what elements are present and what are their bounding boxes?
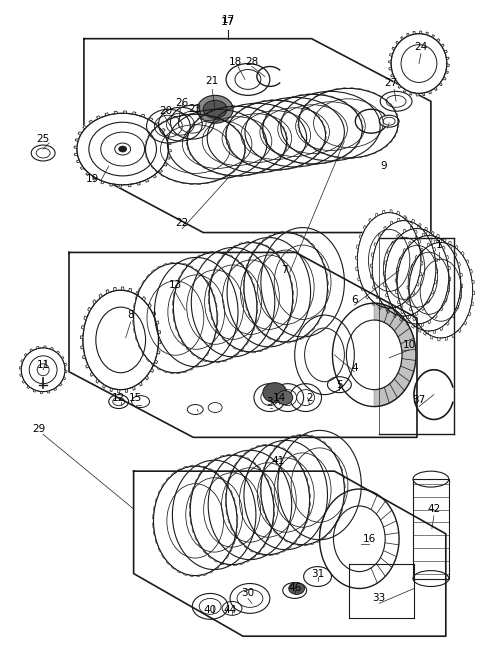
Text: 28: 28 xyxy=(245,56,259,67)
Text: 4: 4 xyxy=(351,363,358,373)
Polygon shape xyxy=(84,39,431,233)
Text: 17: 17 xyxy=(221,17,235,27)
Polygon shape xyxy=(389,31,449,96)
Text: 13: 13 xyxy=(169,280,182,290)
Text: 41: 41 xyxy=(271,457,285,466)
Text: 11: 11 xyxy=(36,360,50,370)
Text: 16: 16 xyxy=(362,534,376,544)
Text: 40: 40 xyxy=(204,605,217,615)
Text: 25: 25 xyxy=(36,134,50,144)
Ellipse shape xyxy=(288,582,305,595)
Text: 44: 44 xyxy=(223,605,237,615)
Polygon shape xyxy=(413,479,449,578)
Text: 24: 24 xyxy=(414,42,428,52)
Ellipse shape xyxy=(277,390,293,405)
Text: 6: 6 xyxy=(351,295,358,305)
Polygon shape xyxy=(395,233,463,334)
Text: 23: 23 xyxy=(189,104,202,114)
Text: 20: 20 xyxy=(159,106,172,116)
Polygon shape xyxy=(355,210,423,311)
Text: 8: 8 xyxy=(127,310,134,320)
Polygon shape xyxy=(133,471,446,636)
Polygon shape xyxy=(19,346,67,394)
Text: 3: 3 xyxy=(266,396,273,407)
Text: 27: 27 xyxy=(384,79,398,88)
Text: 22: 22 xyxy=(176,217,189,227)
Polygon shape xyxy=(69,252,417,438)
Text: 33: 33 xyxy=(372,593,386,603)
Text: 10: 10 xyxy=(402,340,416,350)
Polygon shape xyxy=(74,111,171,187)
Text: 12: 12 xyxy=(112,392,125,403)
Text: 18: 18 xyxy=(228,56,241,67)
Text: 30: 30 xyxy=(241,588,254,599)
Text: 2: 2 xyxy=(306,392,313,403)
Text: 5: 5 xyxy=(336,380,343,390)
Text: 29: 29 xyxy=(33,424,46,434)
Polygon shape xyxy=(374,303,416,407)
Text: 19: 19 xyxy=(86,174,99,184)
Text: 7: 7 xyxy=(281,265,288,275)
Text: 37: 37 xyxy=(412,394,426,405)
Text: 26: 26 xyxy=(176,98,189,108)
Text: 14: 14 xyxy=(273,392,287,403)
Polygon shape xyxy=(81,287,161,393)
Ellipse shape xyxy=(197,96,233,123)
Text: 21: 21 xyxy=(205,77,219,86)
Polygon shape xyxy=(370,217,438,319)
Ellipse shape xyxy=(119,146,127,152)
Text: 9: 9 xyxy=(381,161,387,171)
Text: 31: 31 xyxy=(311,569,324,578)
Ellipse shape xyxy=(263,383,287,403)
Polygon shape xyxy=(407,240,475,341)
Polygon shape xyxy=(383,225,451,327)
Text: 17: 17 xyxy=(221,15,235,25)
Text: 1: 1 xyxy=(435,240,442,250)
Text: 15: 15 xyxy=(129,392,142,403)
Ellipse shape xyxy=(203,100,227,118)
Text: 42: 42 xyxy=(427,504,441,514)
Text: 46: 46 xyxy=(288,584,301,593)
